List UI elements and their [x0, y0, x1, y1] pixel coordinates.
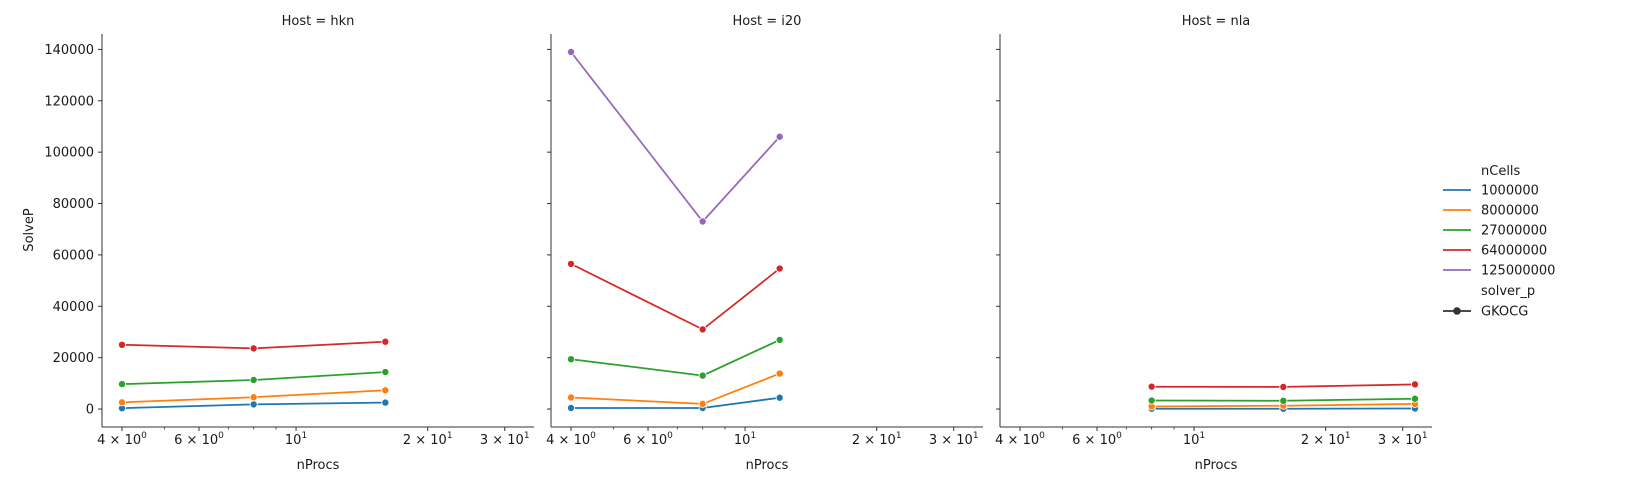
x-tick-label: 4 × 100	[546, 431, 596, 448]
legend-label: 1000000	[1481, 184, 1539, 199]
series-line-64000000	[570, 263, 781, 331]
legend-label: 125000000	[1481, 264, 1555, 279]
data-point	[567, 47, 576, 56]
x-tick-label: 4 × 100	[97, 431, 147, 448]
data-point	[775, 393, 784, 402]
legend-style-title: solver_p	[1481, 284, 1535, 299]
legend: nCells 1000000 8000000 27000000 64000000 1250…	[1443, 164, 1555, 320]
x-tick-label: 6 × 100	[174, 431, 224, 448]
legend-item: 8000000	[1443, 204, 1539, 219]
x-axis-label: nProcs	[297, 458, 340, 473]
data-point	[118, 340, 127, 349]
data-point	[567, 259, 576, 268]
x-tick-label: 101	[734, 431, 756, 448]
x-tick-label: 101	[285, 431, 307, 448]
x-tick-label: 6 × 100	[623, 431, 673, 448]
data-point	[775, 369, 784, 378]
data-point	[381, 368, 390, 377]
legend-item: 64000000	[1443, 244, 1547, 259]
x-tick-label: 101	[1183, 431, 1205, 448]
data-point	[118, 398, 127, 407]
data-point	[381, 386, 390, 395]
y-tick-label: 100000	[44, 146, 94, 161]
data-point	[249, 344, 258, 353]
x-tick-label: 2 × 101	[1301, 431, 1351, 448]
legend-item: 1000000	[1443, 184, 1539, 199]
y-tick-label: 120000	[44, 94, 94, 109]
y-axis-label: SolveP	[22, 208, 37, 252]
y-tick-label: 140000	[44, 43, 94, 58]
y-tick-label: 0	[86, 403, 94, 418]
data-point	[1147, 396, 1156, 405]
data-point	[698, 399, 707, 408]
series-line-27000000	[570, 339, 781, 377]
x-axis-label: nProcs	[746, 458, 789, 473]
legend-label: 64000000	[1481, 244, 1547, 259]
data-point	[567, 403, 576, 412]
data-point	[249, 375, 258, 384]
data-point	[775, 335, 784, 344]
data-point	[381, 337, 390, 346]
x-tick-label: 2 × 101	[852, 431, 902, 448]
y-tick-label: 80000	[53, 197, 94, 212]
series-line-8000000	[570, 372, 781, 405]
x-tick-label: 2 × 101	[403, 431, 453, 448]
legend-label: 27000000	[1481, 224, 1547, 239]
data-point	[1410, 380, 1419, 389]
legend-label: 8000000	[1481, 204, 1539, 219]
legend-item: GKOCG	[1443, 305, 1528, 320]
x-axis-label: nProcs	[1195, 458, 1238, 473]
panel-2: Host = i20 4 × 100 6 × 100 101 2 × 101 3 × 10…	[546, 14, 983, 473]
data-point	[1279, 382, 1288, 391]
y-tick-label: 40000	[53, 300, 94, 315]
panel-3: Host = nla 4 × 100 6 × 100 101 2 × 101 3 × 10…	[995, 14, 1432, 473]
x-tick-label: 3 × 101	[480, 431, 530, 448]
data-point	[698, 325, 707, 334]
x-tick-label: 3 × 101	[1378, 431, 1428, 448]
data-point	[249, 393, 258, 402]
data-point	[775, 132, 784, 141]
legend-label: GKOCG	[1481, 305, 1528, 320]
x-tick-label: 3 × 101	[929, 431, 979, 448]
data-point	[249, 400, 258, 409]
panel-title: Host = hkn	[282, 14, 355, 29]
x-tick-label: 4 × 100	[995, 431, 1045, 448]
y-tick-label: 20000	[53, 351, 94, 366]
data-point	[381, 398, 390, 407]
data-point	[1147, 382, 1156, 391]
chart-panels: Host = hkn 0 20000 40000 60000 80000 100000 120…	[44, 14, 1432, 473]
data-point	[775, 264, 784, 273]
y-tick-label: 60000	[53, 248, 94, 263]
data-point	[698, 217, 707, 226]
x-tick-label: 6 × 100	[1072, 431, 1122, 448]
legend-marker	[1453, 307, 1461, 315]
data-point	[698, 371, 707, 380]
legend-item: 27000000	[1443, 224, 1547, 239]
data-point	[567, 393, 576, 402]
legend-hue-title: nCells	[1481, 164, 1521, 179]
panel-1: Host = hkn 0 20000 40000 60000 80000 100000 120…	[44, 14, 534, 473]
data-point	[118, 380, 127, 389]
data-point	[1279, 396, 1288, 405]
legend-item: 125000000	[1443, 264, 1555, 279]
panel-title: Host = i20	[733, 14, 802, 29]
panel-title: Host = nla	[1182, 14, 1251, 29]
data-point	[567, 355, 576, 364]
data-point	[1410, 394, 1419, 403]
series-line-125000000	[570, 51, 781, 223]
